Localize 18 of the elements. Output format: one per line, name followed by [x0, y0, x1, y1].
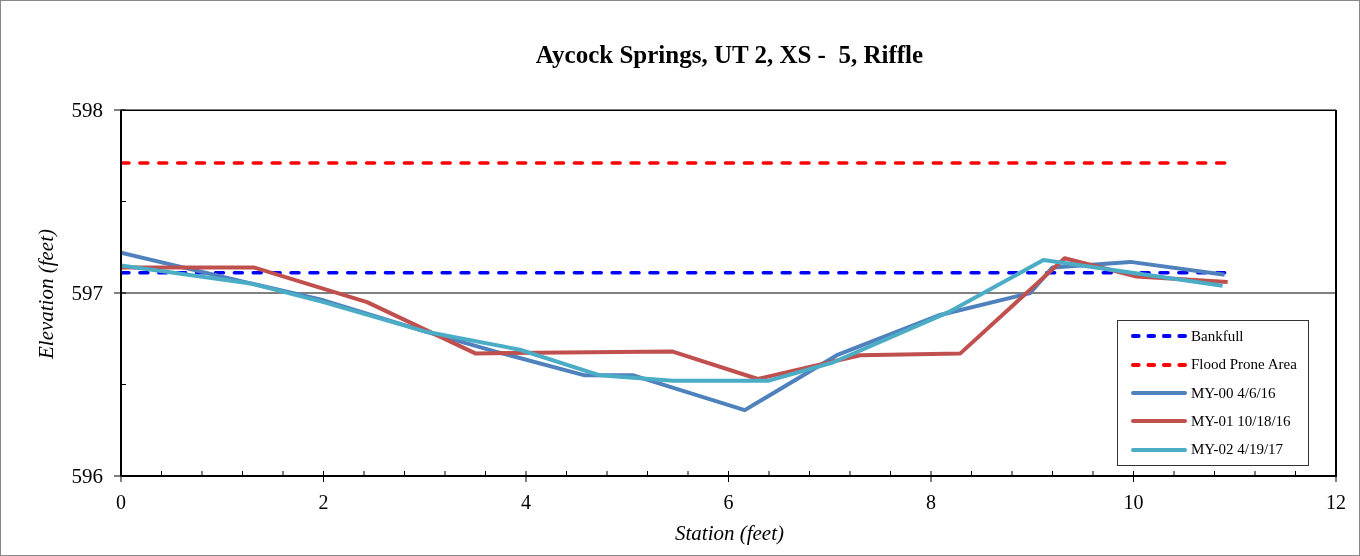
- x-tick-label: 12: [1326, 491, 1346, 513]
- y-tick-label: 598: [71, 98, 103, 123]
- x-axis-title: Station (feet): [674, 521, 785, 545]
- legend-label: MY-00 4/6/16: [1191, 384, 1276, 402]
- y-tick-label: 597: [71, 281, 103, 306]
- legend-label: MY-01 10/18/16: [1191, 412, 1291, 430]
- y-tick-label: 596: [71, 464, 103, 489]
- y-axis-title: Elevation (feet): [33, 228, 58, 360]
- x-tick-label: 0: [116, 491, 126, 513]
- x-tick-label: 4: [521, 491, 531, 513]
- x-tick-label: 6: [723, 491, 734, 513]
- x-tick-label: 10: [1123, 491, 1144, 513]
- legend-label: MY-02 4/19/17: [1191, 441, 1284, 459]
- x-tick-label: 2: [318, 491, 329, 513]
- chart-title: Aycock Springs, UT 2, XS - 5, Riffle: [535, 41, 924, 68]
- x-tick-label: 8: [926, 491, 936, 513]
- legend-label: Bankfull: [1191, 327, 1244, 345]
- legend-label: Flood Prone Area: [1191, 356, 1297, 374]
